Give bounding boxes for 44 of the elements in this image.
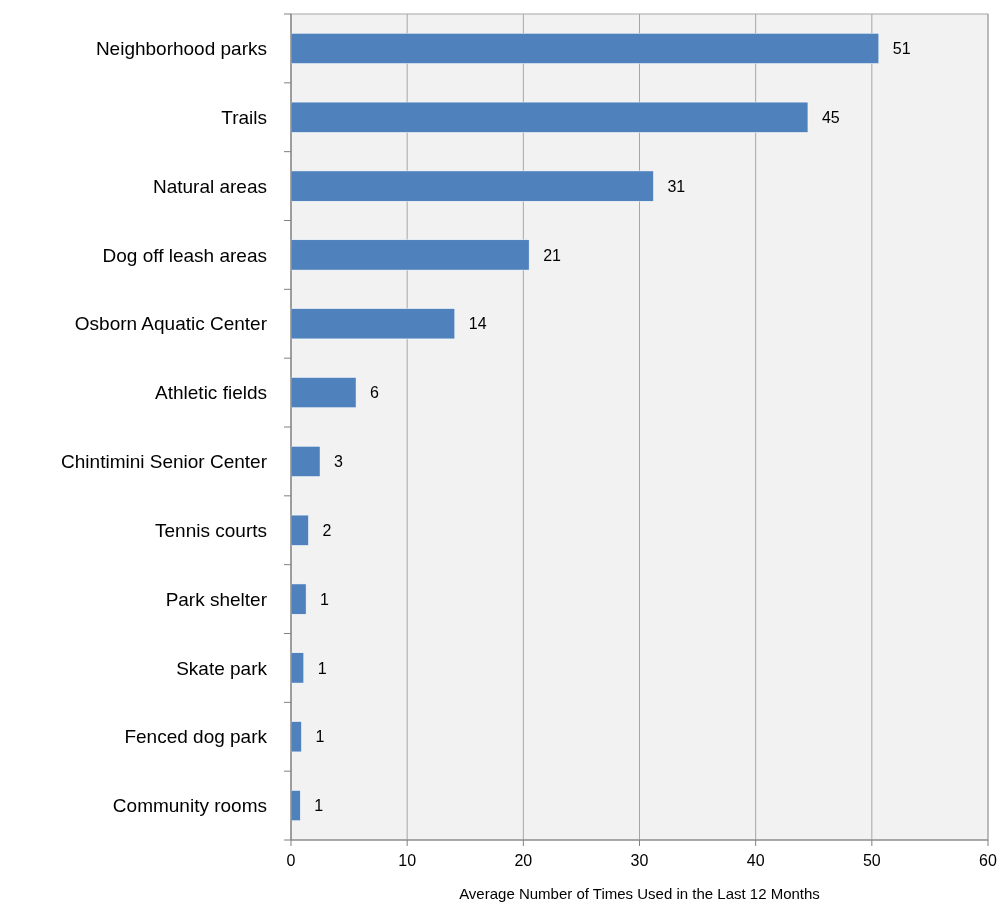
x-tick-label: 20 [514,852,533,869]
bar [290,721,302,753]
y-tick-label: Fenced dog park [124,726,268,748]
bar [290,652,305,684]
y-tick-label: Park shelter [165,588,268,610]
x-tick-label: 0 [286,852,296,869]
y-tick-label: Trails [221,106,267,128]
y-tick-label: Tennis courts [155,519,267,541]
bar [290,377,357,408]
x-tick-label: 50 [862,852,881,869]
bar [290,170,654,202]
bar [290,239,530,271]
data-label: 14 [468,315,487,333]
data-label: 1 [315,728,325,746]
x-tick-label: 60 [979,852,997,869]
data-label: 3 [334,453,344,471]
data-label: 1 [320,590,330,608]
y-tick-label: Neighborhood parks [95,38,267,60]
data-label: 45 [821,108,840,126]
data-label: 1 [317,659,327,677]
data-label: 6 [370,384,380,402]
data-label: 2 [322,521,332,539]
bar [290,33,880,64]
bar [290,790,301,821]
x-tick-label: 40 [746,852,765,869]
y-tick-label: Skate park [176,657,268,679]
bar [290,308,456,340]
bar [290,514,309,546]
bar [290,446,321,477]
bar [290,583,307,615]
x-axis-title: Average Number of Times Used in the Last 12 Months [459,885,820,902]
data-label: 31 [667,177,686,195]
x-tick-label: 30 [630,852,649,869]
data-label: 21 [543,246,562,264]
y-tick-label: Natural areas [152,175,267,197]
data-label: 51 [892,40,911,58]
bar [290,101,809,133]
y-tick-label: Community rooms [112,795,267,817]
y-tick-label: Athletic fields [155,382,267,404]
y-tick-label: Osborn Aquatic Center [74,313,268,335]
y-tick-label: Chintimini Senior Center [61,451,268,473]
x-tick-label: 10 [398,852,417,869]
y-tick-label: Dog off leash areas [102,244,267,266]
data-label: 1 [314,797,324,815]
